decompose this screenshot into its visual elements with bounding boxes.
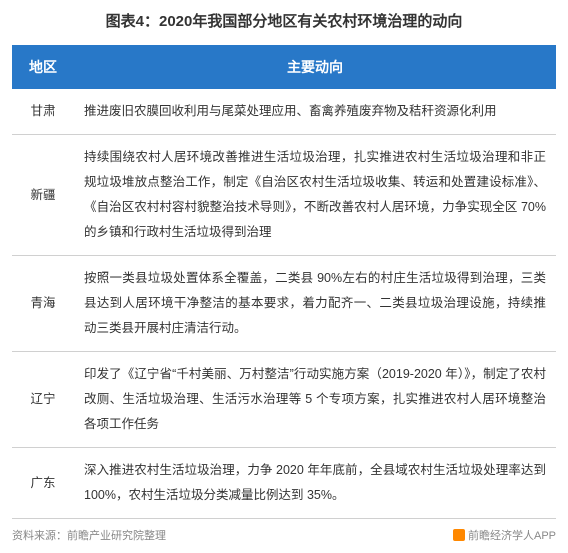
- cell-trend: 持续围绕农村人居环境改善推进生活垃圾治理，扎实推进农村生活垃圾治理和非正规垃圾堆…: [74, 135, 556, 256]
- cell-trend: 印发了《辽宁省“千村美丽、万村整洁”行动实施方案（2019-2020 年）》，制…: [74, 352, 556, 448]
- cell-region: 新疆: [12, 135, 74, 256]
- table-row: 青海 按照一类县垃圾处置体系全覆盖，二类县 90%左右的村庄生活垃圾得到治理，三…: [12, 256, 556, 352]
- table-row: 新疆 持续围绕农村人居环境改善推进生活垃圾治理，扎实推进农村生活垃圾治理和非正规…: [12, 135, 556, 256]
- header-region: 地区: [12, 45, 74, 89]
- table-header-row: 地区 主要动向: [12, 45, 556, 89]
- app-attribution: 前瞻经济学人APP: [453, 527, 556, 543]
- cell-trend: 推进废旧农膜回收利用与尾菜处理应用、畜禽养殖废弃物及秸秆资源化利用: [74, 89, 556, 135]
- table-row: 甘肃 推进废旧农膜回收利用与尾菜处理应用、畜禽养殖废弃物及秸秆资源化利用: [12, 89, 556, 135]
- cell-trend: 深入推进农村生活垃圾治理，力争 2020 年年底前，全县域农村生活垃圾处理率达到…: [74, 448, 556, 519]
- app-label: 前瞻经济学人APP: [468, 527, 556, 543]
- app-logo-icon: [453, 529, 465, 541]
- cell-region: 青海: [12, 256, 74, 352]
- footer: 资料来源：前瞻产业研究院整理 前瞻经济学人APP: [12, 527, 556, 543]
- source-label: 资料来源：前瞻产业研究院整理: [12, 527, 166, 543]
- cell-region: 甘肃: [12, 89, 74, 135]
- cell-region: 广东: [12, 448, 74, 519]
- cell-trend: 按照一类县垃圾处置体系全覆盖，二类县 90%左右的村庄生活垃圾得到治理，三类县达…: [74, 256, 556, 352]
- header-trend: 主要动向: [74, 45, 556, 89]
- table-row: 广东 深入推进农村生活垃圾治理，力争 2020 年年底前，全县域农村生活垃圾处理…: [12, 448, 556, 519]
- table-row: 辽宁 印发了《辽宁省“千村美丽、万村整洁”行动实施方案（2019-2020 年）…: [12, 352, 556, 448]
- chart-title: 图表4：2020年我国部分地区有关农村环境治理的动向: [12, 10, 556, 31]
- cell-region: 辽宁: [12, 352, 74, 448]
- policy-table: 地区 主要动向 甘肃 推进废旧农膜回收利用与尾菜处理应用、畜禽养殖废弃物及秸秆资…: [12, 45, 556, 519]
